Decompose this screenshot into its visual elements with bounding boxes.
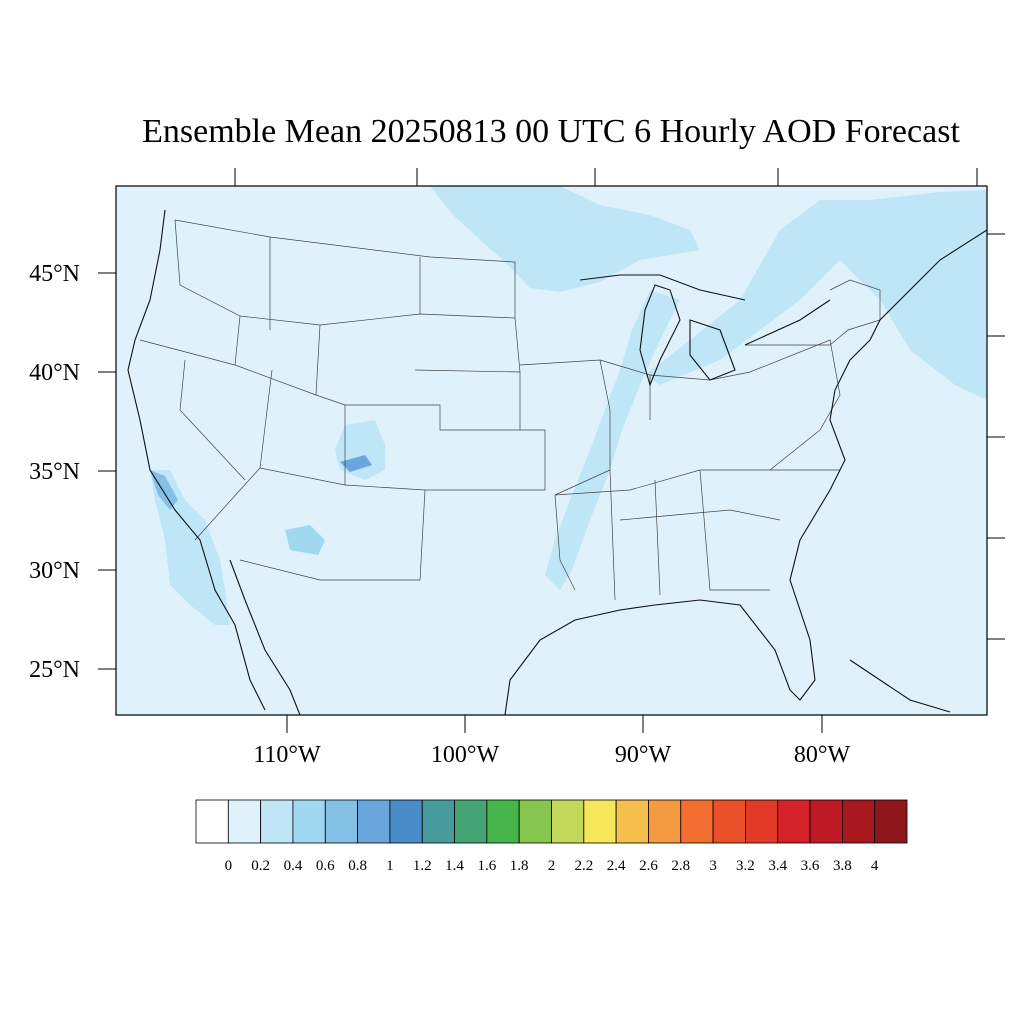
lon-label-90w: 90°W	[615, 742, 672, 768]
colorbar-label-6: 1.2	[413, 858, 432, 874]
colorbar-swatch-13	[615, 799, 649, 844]
lon-label-110w: 110°W	[253, 742, 321, 768]
colorbar-swatch-1	[227, 799, 262, 844]
colorbar-label-0: 0	[225, 858, 233, 874]
colorbar-swatch-6	[389, 799, 423, 844]
colorbar-swatch-19	[809, 799, 843, 844]
colorbar-swatch-12	[583, 799, 617, 844]
colorbar-label-7: 1.4	[445, 858, 464, 874]
aod-band-northeast	[645, 190, 987, 400]
colorbar-label-14: 2.8	[671, 858, 690, 874]
colorbar-label-18: 3.6	[801, 858, 820, 874]
colorbar-label-3: 0.6	[316, 858, 335, 874]
colorbar-label-10: 2	[548, 858, 556, 874]
colorbar-label-9: 1.8	[510, 858, 529, 874]
colorbar-label-1: 0.2	[251, 858, 270, 874]
colorbar-label-11: 2.2	[574, 858, 593, 874]
colorbar-swatch-16	[712, 799, 746, 844]
colorbar-label-8: 1.6	[477, 858, 496, 874]
state-boundaries	[139, 219, 881, 601]
colorbar-swatch-2	[260, 799, 294, 844]
colorbar-swatch-0	[195, 799, 229, 844]
aod-plume-arizona	[285, 525, 325, 555]
colorbar-swatch-20	[841, 799, 876, 844]
aod-plume-colorado-core	[340, 455, 372, 472]
coastline	[127, 209, 987, 715]
lat-label-25n: 25°N	[29, 657, 80, 683]
colorbar-label-4: 0.8	[348, 858, 367, 874]
colorbar-label-19: 3.8	[833, 858, 852, 874]
figure-title: Ensemble Mean 20250813 00 UTC 6 Hourly A…	[142, 113, 960, 150]
colorbar: 0 0.2 0.4 0.6 0.8 1 1.2 1.4 1.6 1.8 2 2.2 2.4 2.6 2.8 3…	[195, 799, 908, 874]
colorbar-swatch-4	[324, 799, 358, 844]
colorbar-swatch-10	[518, 799, 552, 844]
aod-band-mississippi	[545, 290, 680, 590]
colorbar-swatch-18	[777, 799, 811, 844]
aod-contours	[150, 186, 987, 625]
colorbar-label-13: 2.6	[639, 858, 658, 874]
colorbar-swatch-7	[421, 799, 455, 844]
colorbar-label-12: 2.4	[607, 858, 626, 874]
colorbar-label-15: 3	[709, 858, 717, 874]
aod-band-north	[430, 186, 700, 292]
colorbar-swatch-17	[745, 799, 779, 844]
colorbar-swatch-3	[292, 799, 326, 844]
colorbar-label-2: 0.4	[284, 858, 303, 874]
colorbar-swatch-9	[486, 799, 520, 844]
aod-hotspot-socal	[150, 470, 178, 510]
colorbar-label-16: 3.2	[736, 858, 755, 874]
lon-label-100w: 100°W	[431, 742, 500, 768]
lat-labels: 45°N 40°N 35°N 30°N 25°N	[29, 261, 80, 683]
colorbar-swatch-21	[874, 799, 908, 844]
lat-label-35n: 35°N	[29, 459, 80, 485]
lon-labels: 110°W 100°W 90°W 80°W	[253, 742, 850, 768]
colorbar-swatch-5	[357, 799, 391, 844]
lat-label-40n: 40°N	[29, 360, 80, 386]
colorbar-label-20: 4	[871, 858, 879, 874]
map-frame	[115, 185, 988, 716]
colorbar-swatch-15	[680, 799, 714, 844]
map-ticks	[98, 168, 1005, 733]
map-panel	[115, 185, 988, 716]
colorbar-label-17: 3.4	[768, 858, 787, 874]
colorbar-swatch-8	[454, 799, 488, 844]
lat-label-45n: 45°N	[29, 261, 80, 287]
colorbar-label-5: 1	[386, 858, 394, 874]
lat-label-30n: 30°N	[29, 558, 80, 584]
colorbar-swatch-14	[648, 799, 682, 844]
colorbar-swatch-11	[551, 799, 585, 844]
lon-label-80w: 80°W	[794, 742, 851, 768]
